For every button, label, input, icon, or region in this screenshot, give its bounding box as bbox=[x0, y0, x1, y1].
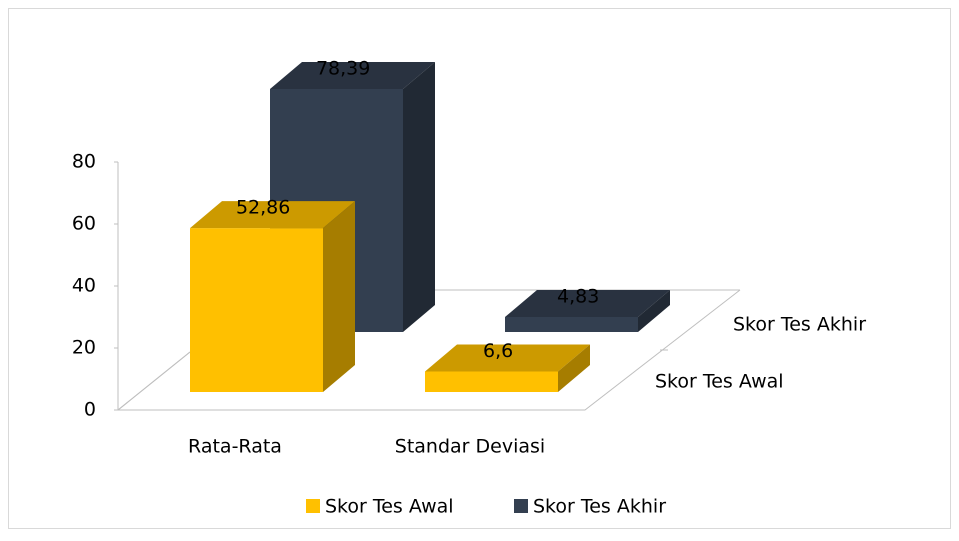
depth-label: Skor Tes Akhir bbox=[733, 314, 866, 336]
bar-side bbox=[638, 290, 670, 332]
bar-top bbox=[425, 344, 590, 372]
value-label: 6,6 bbox=[483, 340, 513, 362]
y-tick-label: 20 bbox=[72, 337, 96, 359]
y-tick-label: 40 bbox=[72, 275, 96, 297]
bar-front bbox=[505, 317, 638, 332]
bar-front bbox=[190, 228, 323, 392]
legend-swatch bbox=[514, 499, 528, 513]
chart-border bbox=[8, 8, 951, 529]
value-label: 78,39 bbox=[316, 57, 370, 79]
y-tick-label: 60 bbox=[72, 213, 96, 235]
x-tick-label: Rata-Rata bbox=[188, 436, 282, 458]
bar-top bbox=[190, 201, 355, 229]
bar-front bbox=[425, 371, 558, 392]
value-label: 4,83 bbox=[557, 286, 599, 308]
legend-label: Skor Tes Akhir bbox=[533, 496, 666, 518]
y-tick-label: 0 bbox=[84, 399, 96, 421]
depth-label: Skor Tes Awal bbox=[655, 371, 784, 393]
bar bbox=[190, 201, 355, 392]
bar-side bbox=[323, 201, 355, 392]
bar bbox=[425, 344, 590, 392]
bar-top bbox=[270, 61, 435, 89]
bar-side bbox=[558, 344, 590, 392]
legend-swatch bbox=[306, 499, 320, 513]
legend-label: Skor Tes Awal bbox=[325, 496, 454, 518]
bar-side bbox=[403, 61, 435, 333]
x-tick-label: Standar Deviasi bbox=[395, 436, 545, 458]
value-label: 52,86 bbox=[236, 197, 290, 219]
y-tick-label: 80 bbox=[72, 151, 96, 173]
floor-edge bbox=[117, 351, 191, 411]
bar-top bbox=[505, 290, 670, 318]
bar bbox=[505, 290, 670, 332]
